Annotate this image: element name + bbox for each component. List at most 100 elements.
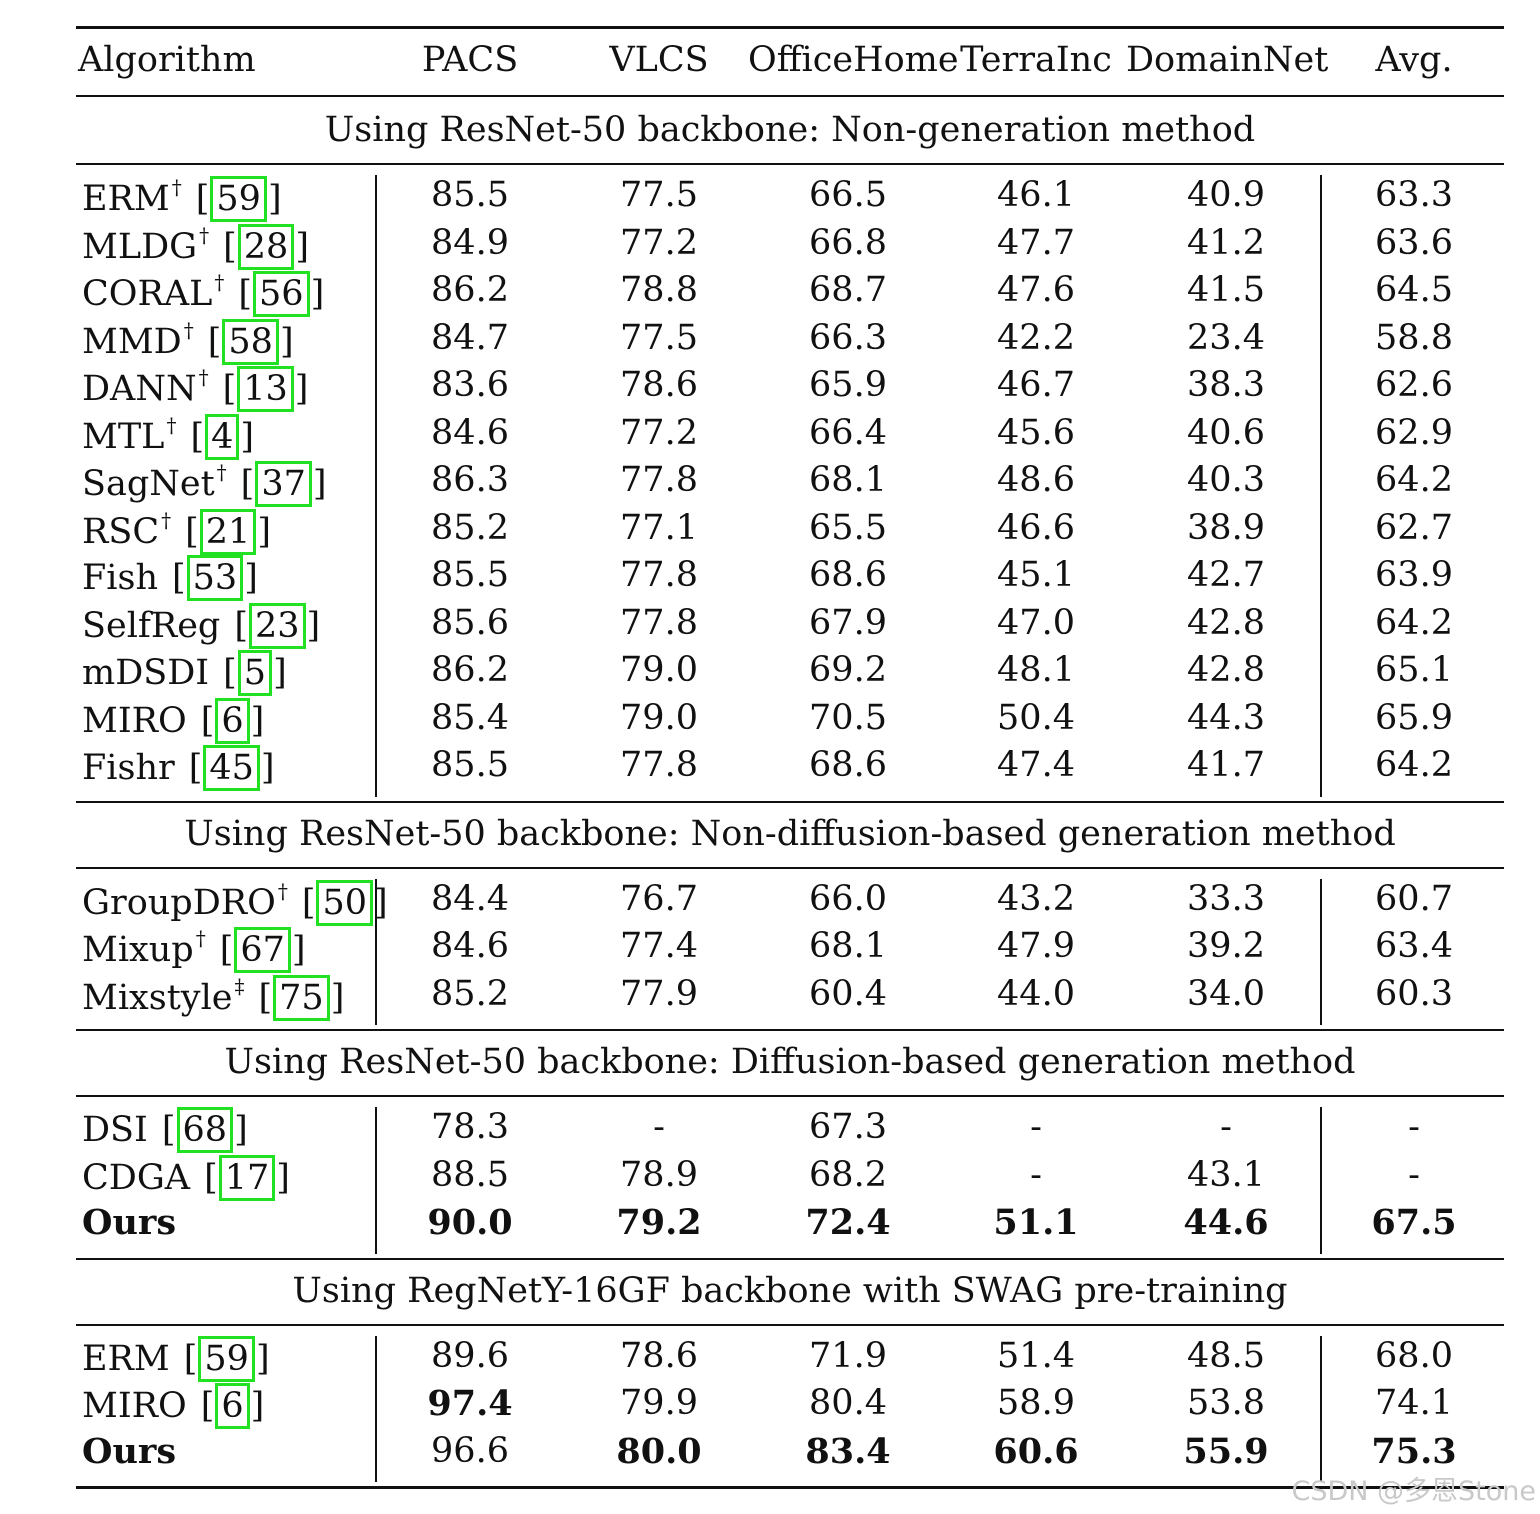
citation[interactable]: [21] [185, 508, 271, 555]
value-cell: 38.3 [1187, 365, 1265, 405]
value-cell: 48.5 [1187, 1335, 1265, 1376]
citation[interactable]: [5] [223, 650, 287, 696]
citation[interactable]: [56] [238, 271, 324, 317]
footnote-mark: † [198, 365, 209, 389]
section-rule [76, 866, 1504, 869]
citation-link[interactable]: 21 [199, 508, 257, 555]
value-cell: 79.0 [620, 697, 698, 738]
value-cell: 85.5 [431, 175, 509, 215]
section-title: Using ResNet-50 backbone: Non-diffusion-… [184, 813, 1396, 854]
citation[interactable]: [58] [208, 318, 294, 365]
section-title: Using ResNet-50 backbone: Diffusion-base… [224, 1042, 1356, 1082]
value-cell: 46.6 [997, 507, 1075, 548]
citation[interactable]: [23] [234, 602, 320, 649]
citation[interactable]: [53] [172, 555, 258, 601]
citation-link[interactable]: 59 [198, 1335, 255, 1382]
algorithm-cell: DANN † [13] [82, 365, 308, 412]
value-cell: 77.4 [620, 926, 698, 966]
citation[interactable]: [50] [302, 879, 388, 926]
value-cell: 60.4 [809, 973, 887, 1014]
header-domainnet: DomainNet [1126, 40, 1329, 80]
citation-link[interactable]: 56 [253, 271, 310, 317]
citation-link[interactable]: 6 [215, 697, 250, 744]
value-cell: 45.6 [997, 412, 1075, 453]
algorithm-cell: CDGA [17] [82, 1154, 290, 1201]
value-cell: 50.4 [997, 697, 1075, 738]
value-cell: 84.6 [431, 926, 509, 966]
section-rule [76, 1029, 1504, 1031]
section-title: Using RegNetY-16GF backbone with SWAG pr… [292, 1270, 1288, 1311]
citation[interactable]: [75] [258, 974, 344, 1021]
value-cell: 68.6 [809, 745, 887, 785]
citation-link[interactable]: 5 [237, 650, 273, 696]
table-row: ERM [59] 89.6 78.6 71.9 51.4 48.5 68.0 [76, 1335, 1504, 1384]
footnote-mark: † [183, 317, 194, 342]
citation[interactable]: [59] [184, 1335, 270, 1382]
algorithm-name: mDSDI [82, 653, 210, 693]
value-cell: 85.4 [431, 697, 509, 738]
citation-link[interactable]: 13 [237, 366, 294, 412]
algorithm-name: MTL [82, 416, 165, 457]
column-divider [375, 175, 377, 797]
citation[interactable]: [17] [204, 1154, 290, 1201]
algorithm-name: MIRO [82, 1386, 187, 1426]
value-cell: 63.3 [1375, 175, 1453, 215]
algorithm-cell: Ours [82, 1202, 176, 1243]
value-cell: 46.1 [997, 175, 1075, 215]
citation[interactable]: [68] [162, 1107, 248, 1153]
value-cell: 84.9 [431, 222, 509, 263]
citation-link[interactable]: 17 [218, 1154, 276, 1201]
value-cell: 40.3 [1187, 460, 1265, 500]
value-cell: 72.4 [805, 1202, 891, 1243]
header-avg: Avg. [1375, 40, 1453, 80]
value-cell: 46.7 [997, 365, 1075, 405]
value-cell: 78.6 [620, 365, 698, 405]
value-cell: 84.4 [431, 878, 509, 919]
citation-link[interactable]: 50 [316, 879, 374, 926]
citation-link[interactable]: 6 [215, 1383, 250, 1429]
algorithm-cell: Ours [82, 1431, 176, 1472]
value-cell: 77.1 [620, 507, 698, 548]
citation[interactable]: [6] [201, 697, 264, 744]
algorithm-name: SagNet [82, 464, 215, 504]
table-row: MIRO [6] 97.4 79.9 80.4 58.9 53.8 74.1 [76, 1383, 1504, 1431]
citation-link[interactable]: 53 [186, 555, 244, 601]
citation-link[interactable]: 23 [248, 602, 306, 649]
value-cell: 66.8 [809, 222, 887, 263]
citation-link[interactable]: 68 [176, 1107, 234, 1153]
citation-link[interactable]: 45 [203, 745, 260, 791]
column-divider [375, 1335, 377, 1482]
citation[interactable]: [4] [190, 413, 254, 460]
citation-link[interactable]: 28 [237, 223, 295, 270]
watermark: CSDN @多恩Stone [1291, 1476, 1536, 1507]
value-cell: 68.0 [1375, 1335, 1453, 1376]
value-cell: 79.2 [616, 1202, 702, 1243]
table-row: Ours 96.6 80.0 83.4 60.6 55.9 75.3 [76, 1431, 1504, 1479]
citation[interactable]: [6] [201, 1383, 264, 1429]
value-cell: 84.7 [431, 317, 509, 358]
citation[interactable]: [28] [223, 223, 309, 270]
citation-link[interactable]: 58 [222, 318, 279, 365]
value-cell: 65.9 [1375, 697, 1453, 738]
value-cell: 68.6 [809, 555, 887, 595]
citation-link[interactable]: 59 [210, 176, 267, 222]
citation[interactable]: [45] [189, 745, 275, 791]
citation[interactable]: [67] [220, 927, 306, 973]
value-cell: 69.2 [809, 650, 887, 690]
section-title: Using ResNet-50 backbone: Non-generation… [324, 110, 1256, 150]
citation-link[interactable]: 37 [255, 461, 312, 507]
value-cell: 77.9 [620, 973, 698, 1014]
citation[interactable]: [37] [241, 461, 327, 507]
citation[interactable]: [13] [223, 366, 308, 412]
algorithm-cell: ERM † [59] [82, 175, 282, 222]
value-cell: 62.6 [1375, 365, 1453, 405]
value-cell: 65.9 [809, 365, 887, 405]
header-officehome: OfficeHome [748, 40, 959, 80]
citation-link[interactable]: 67 [234, 927, 291, 973]
citation-link[interactable]: 75 [273, 974, 330, 1021]
value-cell: 85.5 [431, 555, 509, 595]
citation-link[interactable]: 4 [205, 413, 240, 460]
table-row: ERM † [59] 85.5 77.5 66.5 46.1 40.9 63.3 [76, 175, 1504, 223]
value-cell: 77.8 [620, 602, 698, 643]
citation[interactable]: [59] [196, 176, 282, 222]
